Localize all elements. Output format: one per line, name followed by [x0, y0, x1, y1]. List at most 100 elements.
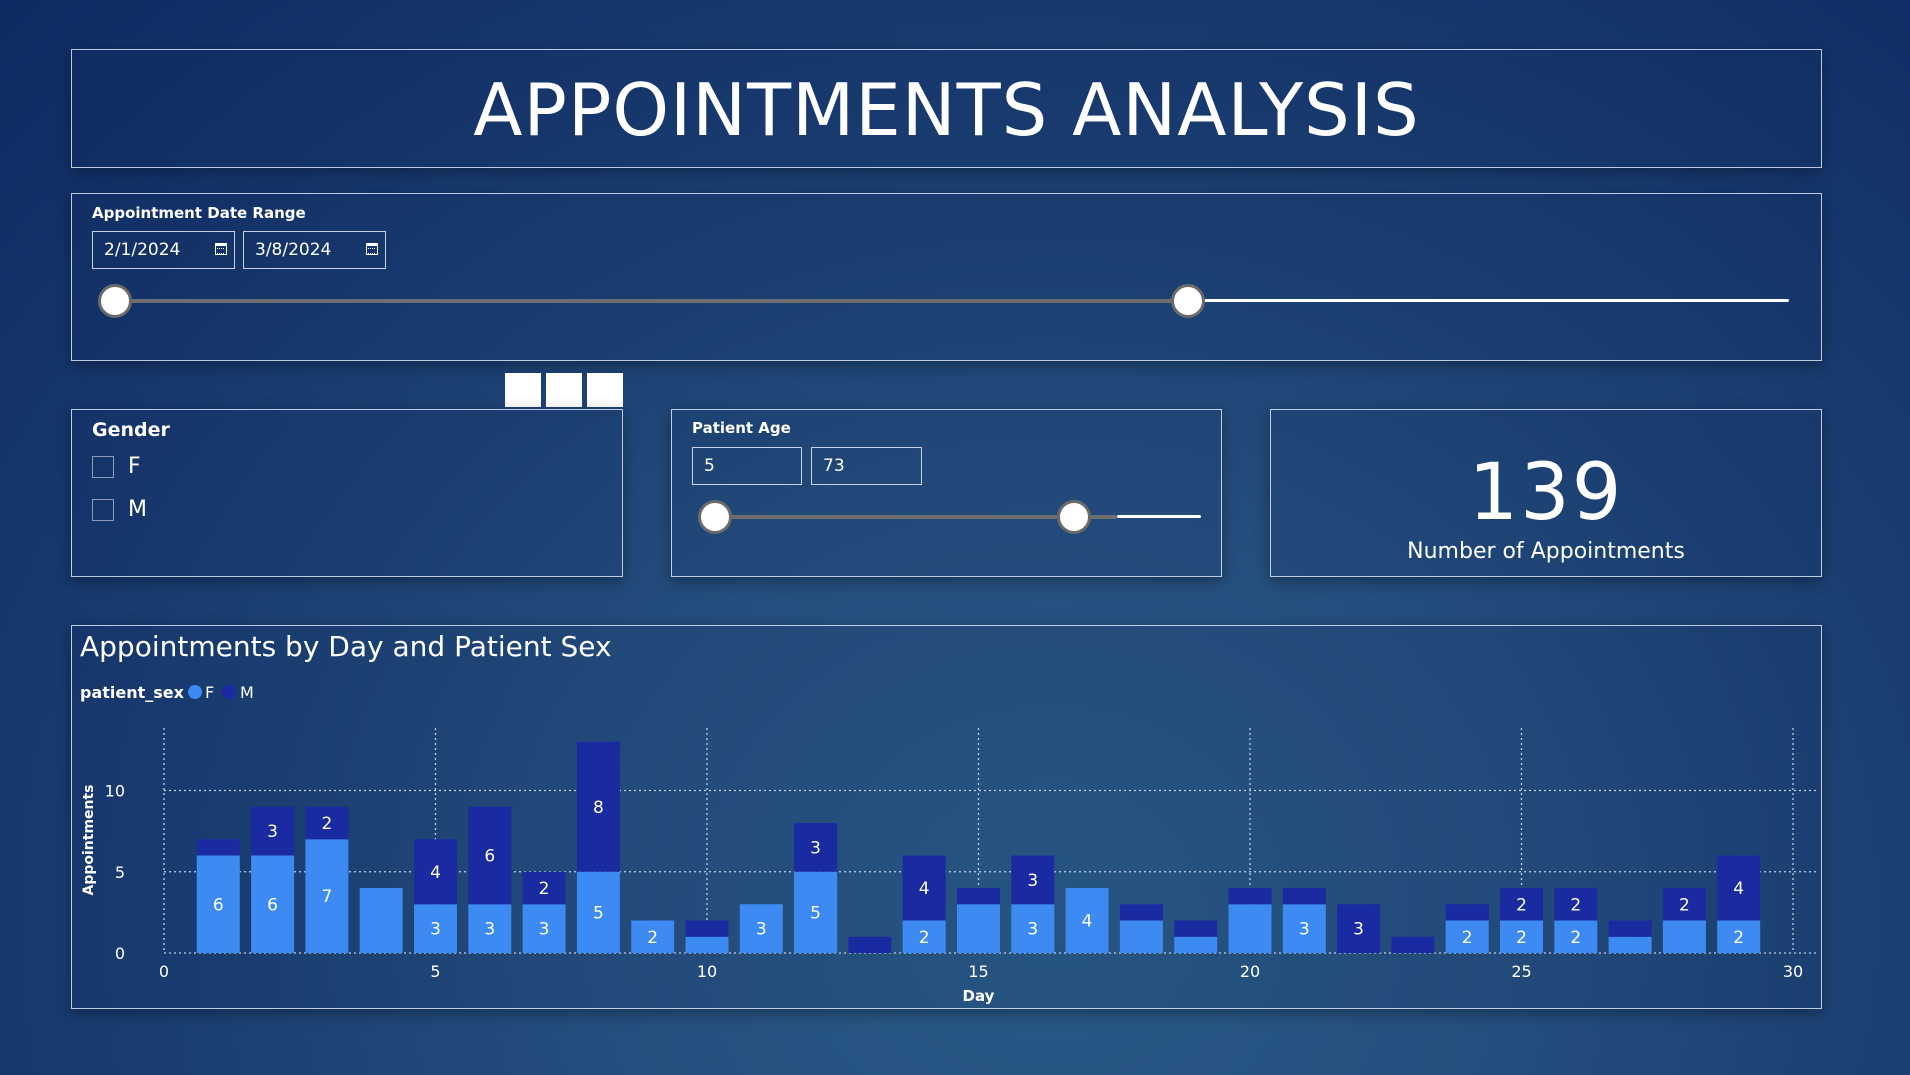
bar-segment-f — [414, 904, 457, 953]
data-label-m: 6 — [484, 847, 495, 867]
bar-segment-f — [794, 871, 838, 953]
bar-segment-f — [468, 904, 512, 953]
data-label-f: 2 — [1516, 928, 1527, 948]
bar-segment-f — [739, 904, 783, 953]
bar-segment-m — [1445, 904, 1489, 921]
data-label-f: 6 — [213, 895, 224, 915]
bar-segment-m — [1391, 936, 1435, 953]
date-slider-track[interactable] — [115, 299, 1197, 303]
data-label-f: 3 — [1027, 920, 1038, 940]
patient-age-slicer: Patient Age 5 73 — [671, 409, 1222, 577]
data-label-m: 2 — [539, 879, 550, 899]
end-date-value: 3/8/2024 — [255, 240, 332, 260]
gender-m-checkbox[interactable] — [92, 499, 114, 521]
date-slider-start-handle[interactable] — [98, 284, 132, 318]
data-label-m: 2 — [1679, 895, 1690, 915]
age-slider-max-handle[interactable] — [1057, 500, 1091, 534]
data-label-f: 2 — [1733, 928, 1744, 948]
age-slider-track[interactable] — [715, 515, 1117, 519]
legend-f-label: F — [205, 683, 214, 702]
bar-segment-m — [414, 839, 457, 905]
bar-segment-f — [1554, 920, 1598, 953]
bar-segment-f — [1608, 936, 1652, 953]
age-max-value: 73 — [823, 456, 845, 476]
data-label-f: 4 — [1082, 912, 1093, 932]
kpi-label: Number of Appointments — [1407, 539, 1685, 564]
gender-label: Gender — [92, 419, 170, 441]
start-date-value: 2/1/2024 — [104, 240, 181, 260]
calendar-icon[interactable] — [366, 243, 378, 255]
bar-segment-m — [1608, 920, 1652, 937]
bar-segment-m — [1500, 888, 1543, 921]
bar-segment-m — [196, 839, 240, 856]
bar-segment-m — [251, 806, 295, 856]
page-title: APPOINTMENTS ANALYSIS — [473, 68, 1420, 152]
y-tick-label: 10 — [105, 782, 125, 801]
age-min-input[interactable]: 5 — [692, 447, 802, 485]
x-tick-label: 20 — [1240, 962, 1260, 981]
date-slider-end-handle[interactable] — [1171, 284, 1205, 318]
data-label-f: 3 — [430, 920, 441, 940]
start-date-input[interactable]: 2/1/2024 — [92, 231, 235, 269]
age-slider-min-handle[interactable] — [698, 500, 732, 534]
data-label-f: 7 — [321, 887, 332, 907]
bar-segment-m — [1011, 855, 1055, 905]
age-slider-track-right[interactable] — [1117, 515, 1201, 518]
visual-header-button[interactable] — [587, 373, 623, 407]
bar-segment-f — [1662, 920, 1706, 953]
age-min-value: 5 — [704, 456, 715, 476]
data-label-m: 8 — [593, 798, 604, 818]
kpi-value: 139 — [1468, 448, 1624, 538]
bar-segment-m — [576, 741, 620, 872]
gender-m-label: M — [128, 497, 147, 522]
age-max-input[interactable]: 73 — [811, 447, 922, 485]
patient-age-label: Patient Age — [692, 419, 791, 437]
data-label-m: 2 — [1570, 895, 1581, 915]
data-label-m: 2 — [1516, 895, 1527, 915]
appointments-kpi-card: 139 Number of Appointments — [1270, 409, 1822, 577]
bar-segment-f — [1174, 936, 1218, 953]
end-date-input[interactable]: 3/8/2024 — [243, 231, 386, 269]
data-label-m: 3 — [1353, 920, 1364, 940]
calendar-icon[interactable] — [215, 243, 227, 255]
appointments-chart: 6 6 3 7 2 3 4 3 6 3 2 5 8 2 3 5 3 2 4 3 3 4 3 3 2 2 2 2 2 2 2 4 0 5 10 0 5 10… — [71, 625, 1822, 1009]
data-label-f: 2 — [1462, 928, 1473, 948]
bar-segment-m — [1119, 904, 1163, 921]
y-tick-label: 5 — [115, 863, 125, 882]
legend-m-marker — [222, 685, 236, 699]
gender-f-label: F — [128, 454, 141, 479]
bar-segment-f — [1011, 904, 1055, 953]
bar-segment-f — [522, 904, 566, 953]
chart-title: Appointments by Day and Patient Sex — [80, 630, 612, 663]
bar-segment-f — [1445, 920, 1489, 953]
bar-segment-f — [305, 839, 349, 953]
bar-segment-f — [1119, 920, 1163, 953]
bar-segment-f — [631, 920, 675, 953]
x-tick-label: 15 — [968, 962, 988, 981]
bar-segment-f — [196, 855, 240, 953]
visual-header-button[interactable] — [505, 373, 541, 407]
bar-segment-f — [902, 920, 946, 953]
x-axis-title: Day — [963, 987, 995, 1005]
data-label-f: 3 — [756, 920, 767, 940]
data-label-m: 3 — [267, 822, 278, 842]
bar-segment-m — [794, 823, 838, 872]
bar-segment-m — [1717, 855, 1761, 921]
data-label-f: 6 — [267, 895, 278, 915]
bar-segment-m — [848, 936, 892, 953]
bar-segment-m — [1662, 888, 1706, 921]
date-slider-track-right[interactable] — [1197, 299, 1789, 302]
bar-segment-f — [1282, 904, 1326, 953]
data-label-f: 3 — [539, 920, 550, 940]
legend-m-label: M — [240, 683, 254, 702]
data-label-f: 5 — [810, 903, 821, 923]
x-tick-label: 25 — [1511, 962, 1531, 981]
bar-segment-f — [685, 936, 729, 953]
bar-segment-m — [468, 806, 512, 905]
data-label-m: 4 — [1733, 879, 1744, 899]
bar-segment-m — [305, 806, 349, 840]
data-label-m: 4 — [430, 863, 441, 883]
visual-header-button[interactable] — [546, 373, 582, 407]
gender-f-checkbox[interactable] — [92, 456, 114, 478]
